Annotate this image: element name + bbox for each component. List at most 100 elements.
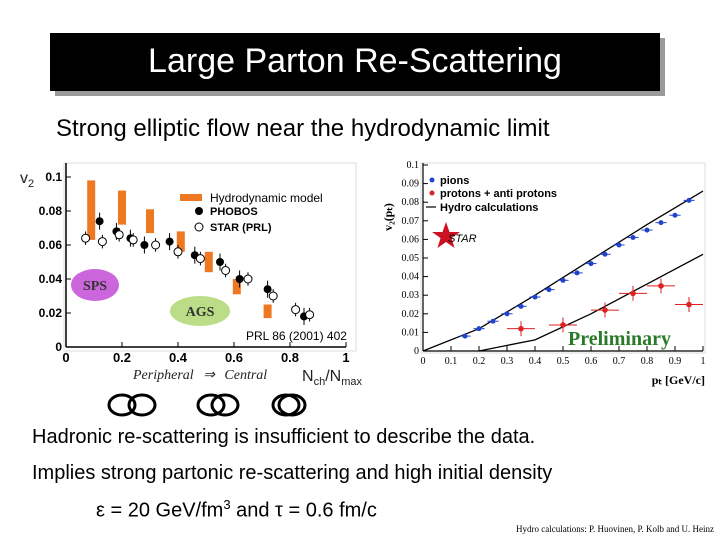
right-x-ticks: 0 0.1 0.2 0.3 0.4 0.5 0.6 0.7 0.8 0.9 1 (421, 346, 706, 367)
star-point (128, 235, 138, 245)
centrality-label: Peripheral ⇒ Central (133, 367, 267, 384)
credit-text: Hydro calculations: P. Huovinen, P. Kolb… (516, 524, 714, 534)
slide-title: Large Parton Re-Scattering (148, 42, 562, 80)
hydro-band (146, 209, 154, 234)
pion-point (532, 294, 538, 300)
badge-sps (71, 269, 119, 301)
right-x-tick-label: 0.3 (501, 356, 514, 367)
left-xlabel: Nch/Nmax (302, 368, 362, 388)
left-y-tick-label: 0.06 (39, 238, 63, 252)
right-y-ticks: 0 0.01 0.02 0.03 0.04 0.05 0.06 0.07 0.08 0.09 0.1 (402, 160, 428, 357)
left-xlabel-sub1: ch (313, 376, 326, 389)
right-y-tick-label: 0.05 (402, 253, 420, 264)
hydro-curve (422, 190, 704, 352)
star-label: STAR (448, 233, 477, 245)
right-xlabel: pₜ [GeV/c] (652, 373, 705, 387)
right-hydro-curves (422, 190, 704, 352)
star-point (195, 254, 205, 264)
slide-subtitle: Strong elliptic flow near the hydrodynam… (56, 115, 550, 142)
pion-point (602, 251, 608, 257)
star-point (81, 233, 91, 243)
right-x-tick-label: 0.1 (445, 356, 458, 367)
pion-point (644, 227, 650, 233)
right-y-tick-label: 0 (414, 346, 419, 357)
legend-hydro-text: Hydrodynamic model (210, 191, 323, 205)
left-x-tick-label: 0.8 (281, 350, 299, 365)
left-ylabel-sub: 2 (28, 178, 35, 191)
pion-point (476, 326, 482, 332)
hydro-band (232, 279, 241, 295)
hydro-curve (478, 253, 704, 352)
right-y-tick-label: 0.01 (402, 327, 420, 338)
left-x-tick-label: 0.4 (169, 350, 188, 365)
left-ylabel-v: v (20, 170, 28, 187)
phobos-point (235, 275, 244, 283)
star-point (114, 230, 124, 240)
phobos-point (140, 241, 149, 249)
left-hydro-bands (87, 180, 272, 319)
pion-point (574, 270, 580, 276)
pion-point (518, 303, 524, 309)
star-point (291, 305, 301, 315)
proton-point (602, 307, 608, 313)
peripheral-text: Peripheral (133, 368, 194, 383)
pion-point (546, 287, 552, 293)
right-x-tick-label: 0.4 (529, 356, 542, 367)
proton-point (560, 322, 566, 328)
legend-hydro-calc-text: Hydro calculations (440, 202, 538, 214)
left-x-tick-label: 0.6 (225, 350, 243, 365)
hydro-band (263, 304, 272, 319)
star-point (305, 310, 315, 320)
tau-value: and τ = 0.6 fm/c (230, 499, 377, 522)
left-xlabel-n: N (302, 368, 314, 385)
right-x-tick-label: 0.9 (669, 356, 682, 367)
left-x-tick-label: 0.2 (113, 350, 131, 365)
legend-star-marker (194, 222, 204, 232)
left-xlabel-mid: /N (325, 368, 342, 385)
star-point (268, 291, 278, 301)
epsilon-unit-exponent: 3 (223, 497, 231, 512)
proton-point (518, 325, 524, 332)
left-y-tick-label: 0 (55, 340, 62, 354)
preliminary-label: Preliminary (568, 328, 671, 350)
proton-point (686, 301, 692, 308)
star-point (221, 266, 231, 275)
legend-pions-marker (429, 177, 435, 183)
right-y-tick-label: 0.02 (402, 309, 420, 320)
hydro-band (87, 180, 96, 240)
phobos-point (95, 217, 104, 226)
pion-point (490, 318, 496, 324)
body-line-1: Hadronic re-scattering is insufficient t… (32, 426, 536, 448)
right-x-tick-label: 0.7 (613, 356, 626, 367)
star-point (243, 274, 253, 284)
left-ylabel: v2 (20, 170, 34, 190)
right-y-tick-label: 0.08 (402, 197, 420, 208)
proton-point (658, 283, 664, 289)
right-chart: 0 0.01 0.02 0.03 0.04 0.05 0.06 0.07 0.08 0.09 0.1… (381, 160, 706, 387)
star-point (173, 247, 183, 257)
right-y-tick-label: 0.1 (407, 160, 420, 171)
right-ylabel: v₂(pₜ) (381, 203, 395, 231)
right-x-tick-label: 0.5 (557, 356, 570, 367)
pion-point (630, 235, 636, 241)
legend-pions-text: pions (440, 175, 469, 187)
right-y-tick-label: 0.09 (402, 179, 420, 190)
right-x-tick-label: 0.6 (585, 356, 598, 367)
pion-point (672, 212, 678, 218)
pion-point (560, 277, 566, 283)
left-x-tick-label: 1 (342, 350, 349, 365)
badge-ags (170, 296, 230, 326)
legend-star-text: STAR (PRL) (210, 222, 272, 234)
hydro-band (204, 251, 213, 273)
left-y-tick-label: 0.04 (39, 272, 63, 286)
right-y-tick-label: 0.03 (402, 290, 420, 301)
phobos-point (165, 237, 174, 246)
pion-point (686, 197, 692, 203)
centrality-arrow-icon: ⇒ (203, 368, 215, 383)
left-phobos-series (95, 212, 308, 325)
right-proton-series (507, 278, 703, 337)
body-line-2: Implies strong partonic re-scattering an… (32, 462, 553, 484)
badge-sps-text: SPS (83, 279, 107, 294)
right-y-tick-label: 0.04 (402, 272, 420, 283)
right-x-tick-label: 1 (701, 356, 706, 367)
